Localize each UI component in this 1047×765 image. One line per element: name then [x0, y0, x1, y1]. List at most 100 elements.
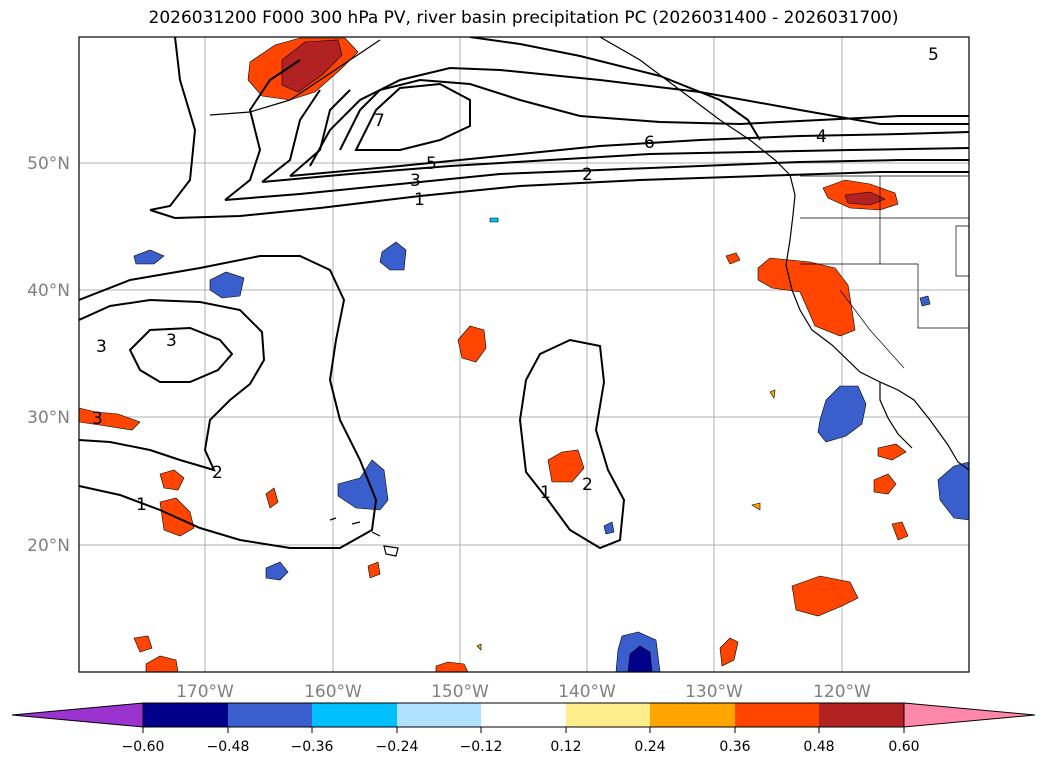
precip-blob-neg-8: [937, 461, 969, 521]
colorbar-extend-max: [903, 702, 1036, 728]
colorbar-bin-9: [819, 703, 904, 727]
precip-blob-neg-3: [379, 241, 407, 271]
pv-contour-6: [339, 78, 969, 151]
pv-contour-west-outer: [79, 255, 378, 549]
pv-contour-2: [224, 59, 969, 201]
lat-label-50n: 50°N: [27, 154, 70, 174]
colorbar-tick-label-10: 0.60: [888, 739, 919, 755]
pv-label-1-east: 1: [540, 483, 551, 503]
colorbar-bin-3: [312, 703, 397, 727]
pv-contour-7: [354, 82, 471, 151]
coastlines: [209, 37, 969, 557]
state-borders: [800, 175, 969, 369]
pv-label-3-west-a: 3: [96, 337, 107, 357]
precip-blob-south-mid: [719, 637, 739, 667]
pv-contour-upper-arc: [469, 37, 761, 141]
pv-contour-5: [309, 66, 969, 167]
colorbar-bin-5: [481, 703, 566, 727]
map-frame: [78, 36, 970, 673]
pv-contour-labels: 1 2 3 4 5 6 7 5 3 3 3 2 1 1 2: [92, 45, 939, 515]
precip-blob-south-west: [133, 635, 153, 653]
precip-blob-tiny-1: [751, 502, 761, 511]
colorbar-tick-label-3: −0.36: [291, 739, 334, 755]
colorbar-bin-2: [228, 703, 312, 727]
colorbar-extend-min: [11, 702, 144, 728]
pv-label-1: 1: [414, 190, 425, 210]
colorbar-tick-label-2: −0.48: [207, 739, 250, 755]
precip-blob-gulf-alaska-core: [281, 39, 343, 93]
colorbar-bin-6: [566, 703, 650, 727]
lat-label-20n: 20°N: [27, 536, 70, 556]
pv-label-4: 4: [816, 127, 827, 147]
precip-blob-west-4: [265, 487, 279, 509]
precip-blob-south-west-2: [145, 655, 179, 672]
lon-label-140w: 140°W: [558, 682, 616, 702]
lon-label-130w: 130°W: [685, 682, 743, 702]
pv-contours: [79, 37, 969, 550]
precip-blob-neg-7: [817, 385, 867, 443]
colorbar-tick-label-5: −0.12: [460, 739, 503, 755]
pv-label-3: 3: [410, 171, 421, 191]
pv-label-6: 6: [644, 133, 655, 153]
precip-blob-neg-10: [919, 295, 931, 307]
precip-blob-west-1: [79, 407, 141, 431]
pv-label-2: 2: [582, 165, 593, 185]
precip-blob-neg-1: [133, 249, 165, 265]
colorbar: −0.60 −0.48 −0.36 −0.24 −0.12 0.12 0.24 …: [11, 702, 1036, 755]
pv-contour-east-oval: [518, 338, 626, 550]
precip-blob-baja-1: [877, 443, 907, 461]
coast-baja: [879, 382, 913, 449]
lon-label-120w: 120°W: [813, 682, 871, 702]
precip-blob-midpac: [457, 325, 487, 363]
colorbar-bin-4: [397, 703, 481, 727]
lat-label-30n: 30°N: [27, 408, 70, 428]
precip-blob-washington-core: [844, 191, 886, 206]
pv-contour-4: [289, 89, 969, 177]
colorbar-tick-label-6: 0.12: [550, 739, 581, 755]
longitude-labels: 170°W 160°W 150°W 140°W 130°W 120°W: [176, 682, 871, 702]
colorbar-tick-label-1: −0.60: [122, 739, 165, 755]
pv-contour-west-3: [128, 326, 234, 383]
precip-blob-west-2: [159, 469, 185, 491]
precip-blob-south-east: [791, 575, 859, 617]
precip-blob-neg-2: [209, 271, 245, 299]
colorbar-tick-label-4: −0.24: [376, 739, 419, 755]
colorbar-tick-labels: −0.60 −0.48 −0.36 −0.24 −0.12 0.12 0.24 …: [122, 739, 920, 755]
colorbar-bin-8: [735, 703, 819, 727]
coast-west-us: [785, 174, 969, 471]
pv-contour-west-2: [79, 298, 266, 472]
lon-label-150w: 150°W: [431, 682, 489, 702]
precip-blob-california: [757, 257, 856, 337]
precip-blob-neg-6: [603, 521, 615, 535]
precip-blob-south-center: [435, 661, 469, 672]
pv-label-3-west-c: 3: [92, 409, 103, 429]
pv-contour-1: [149, 37, 969, 220]
pv-label-7: 7: [374, 111, 385, 131]
map-title: 2026031200 F000 300 hPa PV, river basin …: [148, 8, 899, 28]
pv-label-3-west-b: 3: [166, 331, 177, 351]
precip-blob-baja-2: [873, 473, 897, 495]
lat-label-40n: 40°N: [27, 281, 70, 301]
pv-label-5: 5: [426, 154, 437, 174]
colorbar-bin-1: [143, 703, 228, 727]
pv-label-2-west: 2: [212, 463, 223, 483]
pv-label-1-west: 1: [136, 495, 147, 515]
precip-blob-neg-5: [265, 561, 289, 581]
pv-label-5-upper: 5: [928, 45, 939, 65]
precip-blob-small-coast: [725, 252, 741, 265]
coast-alaska-panhandle: [599, 37, 791, 176]
precip-blob-neg-tiny: [489, 217, 499, 223]
precip-blob-hawaii-east: [547, 449, 585, 483]
lon-label-170w: 170°W: [176, 682, 234, 702]
colorbar-bin-7: [650, 703, 735, 727]
pv-label-2-east: 2: [582, 475, 593, 495]
map-plot-area: [79, 37, 969, 672]
colorbar-tick-label-7: 0.24: [634, 739, 665, 755]
precip-blob-tiny-2: [769, 389, 776, 399]
precip-positive-areas: [79, 37, 909, 672]
pv-contour-3: [261, 89, 969, 183]
precip-negative-areas: [133, 217, 969, 672]
precip-blob-baja-3: [891, 521, 909, 541]
precip-blob-neg-9-core: [627, 645, 653, 672]
